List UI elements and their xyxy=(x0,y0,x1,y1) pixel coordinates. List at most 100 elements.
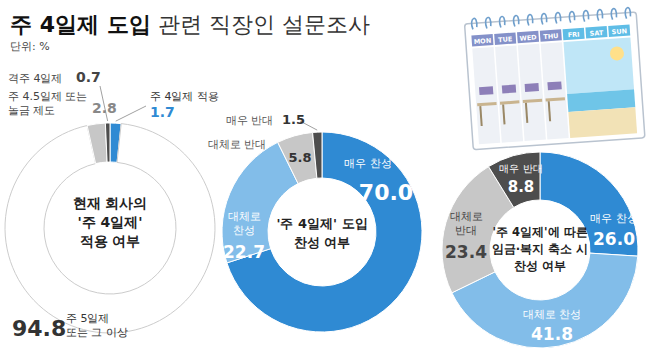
value-label: 5.8 xyxy=(288,150,311,165)
value-label: 23.4 xyxy=(445,242,487,262)
text-line: 찬성 여부 xyxy=(294,235,351,250)
day-name: SUN xyxy=(611,27,627,36)
category-label: 매우 반대 xyxy=(499,163,542,174)
title-rest: 관련 직장인 설문조사 xyxy=(151,12,370,37)
calendar-ring xyxy=(597,9,603,20)
day-header xyxy=(585,26,607,38)
value-label: 41.8 xyxy=(531,324,573,344)
calendar-illustration: MONTUEWEDTHUFRISATSUN xyxy=(464,7,645,150)
donut-slice xyxy=(313,132,322,178)
donut-chart: '주 4일제' 도입찬성 여부 매우 찬성 70.0 대체로찬성 22.7 대체로 반대 5… xyxy=(208,112,423,332)
desk xyxy=(500,100,520,104)
canvas: 주 4일제 도입 관련 직장인 설문조사단위: %MONTUEWEDTHUFRI… xyxy=(0,0,650,353)
text-line: 대체로 찬성 xyxy=(523,308,582,321)
value-label: 0.7 xyxy=(76,69,101,85)
text-line: '주 4일제' xyxy=(77,214,142,230)
text-line: 현재 회사의 xyxy=(73,195,148,211)
calendar-ring xyxy=(555,12,561,23)
desk-leg xyxy=(502,104,505,124)
donut-title: '주 4일제'에 따른임금·복지 축소 시찬성 여부 xyxy=(492,225,588,273)
category-label: 대체로 반대 xyxy=(208,138,267,151)
text-line: 또는 그 이상 xyxy=(66,326,128,339)
calendar-ring xyxy=(541,13,547,24)
desk xyxy=(477,102,497,106)
donut-chart: '주 4일제'에 따른임금·복지 축소 시찬성 여부매우 찬성26.0대체로 찬… xyxy=(442,152,638,348)
value-label: 1.5 xyxy=(282,112,305,127)
text-line: 매우 찬성 xyxy=(344,157,392,170)
day-name: FRI xyxy=(567,30,579,39)
office-cell xyxy=(472,47,500,144)
monitor xyxy=(502,85,516,94)
desk xyxy=(523,99,543,103)
office-cell xyxy=(495,45,523,142)
text-line: '주 4일제' 도입 xyxy=(276,216,367,231)
leader-line xyxy=(116,106,146,121)
text-line: 반대 xyxy=(455,224,477,237)
donut-slice xyxy=(278,132,317,183)
calendar-ring xyxy=(583,10,589,21)
category-label: 주 5일제또는 그 이상 xyxy=(66,312,128,339)
sky xyxy=(563,37,634,94)
leader-line xyxy=(100,86,108,121)
text-line: 매우 반대 xyxy=(499,163,542,174)
monitor xyxy=(547,81,561,90)
category-label: 매우 찬성 xyxy=(590,212,638,225)
calendar-ring xyxy=(527,14,533,25)
calendar-ring xyxy=(513,15,519,26)
title: 주 4일제 도입 관련 직장인 설문조사 xyxy=(10,12,370,37)
text-line: 놀금 제도 xyxy=(8,104,56,117)
desk-leg xyxy=(479,106,482,126)
donut-title: 현재 회사의'주 4일제'적용 여부 xyxy=(73,195,148,249)
monitor xyxy=(479,86,493,95)
category-label: 매우 찬성 xyxy=(344,157,392,170)
text-line: 대체로 반대 xyxy=(208,138,267,151)
day-name: WED xyxy=(519,33,537,42)
sun xyxy=(610,46,625,61)
text-line: 찬성 xyxy=(233,224,255,237)
office-cell xyxy=(541,42,569,139)
category-label: 매우 반대 xyxy=(226,114,274,127)
category-label: 주 4일제 적용 xyxy=(150,90,219,103)
day-name: SAT xyxy=(589,29,604,38)
calendar-ring xyxy=(611,8,617,19)
donut-slice xyxy=(105,123,110,162)
day-name: TUE xyxy=(498,35,513,44)
text-line: '주 4일제'에 따른 xyxy=(492,225,587,239)
calendar-ring xyxy=(569,11,575,22)
category-label: 대체로찬성 xyxy=(228,210,261,237)
category-label: 대체로반대 xyxy=(450,210,483,237)
day-name: THU xyxy=(543,32,559,41)
donut-slice xyxy=(489,152,540,207)
text-line: 대체로 xyxy=(228,210,261,223)
title-bold: 주 4일제 도입 xyxy=(10,12,151,37)
desk xyxy=(546,97,566,101)
day-header xyxy=(494,32,516,44)
unit: 단위: % xyxy=(10,40,50,53)
text-line: 임금·복지 축소 시 xyxy=(492,242,588,256)
donut-chart: 현재 회사의'주 4일제'적용 여부주 4일제 적용1.7주 5일제또는 그 이… xyxy=(5,69,219,341)
monitor xyxy=(525,83,539,92)
text-line: 매우 반대 xyxy=(226,114,274,127)
text-line: 매우 찬성 xyxy=(590,212,638,225)
value-label: 1.7 xyxy=(150,104,175,120)
desk-leg xyxy=(525,103,528,123)
calendar-ring xyxy=(485,17,491,28)
text-line: 주 4일제 적용 xyxy=(150,90,219,103)
category-label: 주 4.5일제 또는놀금 제도 xyxy=(8,90,88,117)
donut-title: '주 4일제' 도입찬성 여부 xyxy=(276,216,367,250)
value-label: 94.8 xyxy=(12,316,66,341)
value-label: 26.0 xyxy=(593,229,635,249)
calendar-ring xyxy=(625,8,631,19)
desk-leg xyxy=(548,101,551,121)
day-header xyxy=(517,31,539,43)
day-header xyxy=(540,29,562,41)
value-label: 70.0 xyxy=(359,180,413,205)
sand xyxy=(568,107,637,138)
donut-slice xyxy=(87,123,107,163)
text-line: 주 4.5일제 또는 xyxy=(8,90,88,103)
text-line: 찬성 여부 xyxy=(514,259,566,273)
day-header xyxy=(608,24,630,36)
calendar-page xyxy=(465,12,645,150)
value-label: 22.7 xyxy=(223,242,265,262)
text-line: 격주 4일제 xyxy=(8,72,63,85)
